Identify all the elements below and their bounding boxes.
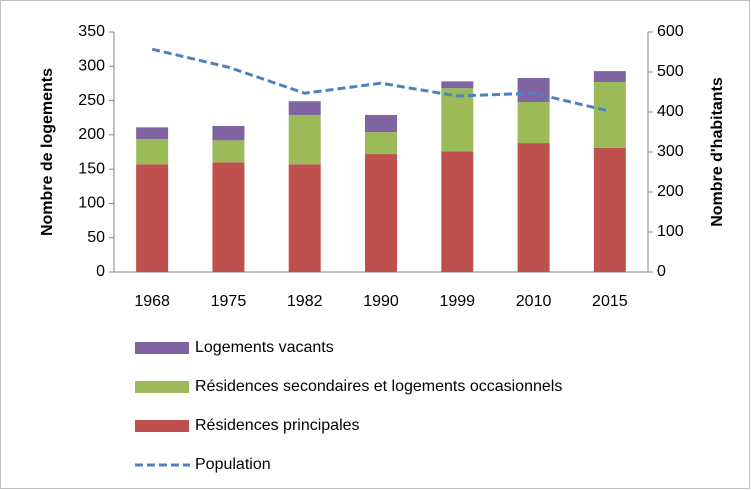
- legend-swatch: [135, 381, 189, 393]
- y2-tick-label: 100: [657, 223, 684, 240]
- bar: [365, 154, 397, 272]
- bar: [136, 138, 169, 165]
- bar: [517, 143, 550, 272]
- y-tick-label: 200: [78, 126, 105, 143]
- legend-swatch: [135, 342, 189, 354]
- x-tick-label: 1968: [134, 293, 170, 310]
- legend-swatch: [135, 420, 189, 432]
- bar: [365, 132, 397, 155]
- legend-label: Résidences secondaires et logements occa…: [195, 378, 562, 395]
- bar: [136, 127, 169, 139]
- y-tick-label: 350: [78, 23, 105, 40]
- y2-axis-title: Nombre d'habitants: [709, 77, 726, 227]
- bar: [136, 164, 169, 272]
- bar: [288, 101, 321, 115]
- x-tick-label: 1990: [363, 293, 399, 310]
- bar: [365, 114, 397, 133]
- y-tick-label: 50: [87, 229, 105, 246]
- x-tick-label: 1999: [439, 293, 475, 310]
- y-axis-title: Nombre de logements: [39, 68, 56, 236]
- y2-tick-label: 600: [657, 23, 684, 40]
- bar: [593, 71, 626, 83]
- x-tick-label: 2010: [516, 293, 552, 310]
- y2-tick-label: 0: [657, 263, 666, 280]
- x-tick-label: 1982: [287, 293, 323, 310]
- y-tick-label: 0: [96, 263, 105, 280]
- y2-tick-label: 200: [657, 183, 684, 200]
- y-tick-label: 300: [78, 58, 105, 75]
- legend-label: Résidences principales: [195, 417, 360, 434]
- line: [151, 47, 611, 113]
- bar: [441, 88, 474, 152]
- bar: [441, 151, 474, 272]
- x-tick-label: 2015: [592, 293, 628, 310]
- x-tick-label: 1975: [211, 293, 247, 310]
- bar: [212, 140, 245, 163]
- y2-tick-label: 300: [657, 143, 684, 160]
- bar: [212, 125, 245, 141]
- bar: [517, 77, 550, 102]
- bar: [593, 147, 626, 272]
- bar: [288, 164, 321, 272]
- y2-tick-label: 400: [657, 103, 684, 120]
- y-tick-label: 250: [78, 92, 105, 109]
- bar: [517, 101, 550, 144]
- bar: [288, 114, 321, 165]
- legend-label: Logements vacants: [195, 339, 334, 356]
- bar: [212, 162, 245, 272]
- bar: [593, 82, 626, 148]
- legend-label: Population: [195, 456, 271, 473]
- y-tick-label: 100: [78, 195, 105, 212]
- y-tick-label: 150: [78, 160, 105, 177]
- bar: [441, 81, 474, 89]
- y2-tick-label: 500: [657, 63, 684, 80]
